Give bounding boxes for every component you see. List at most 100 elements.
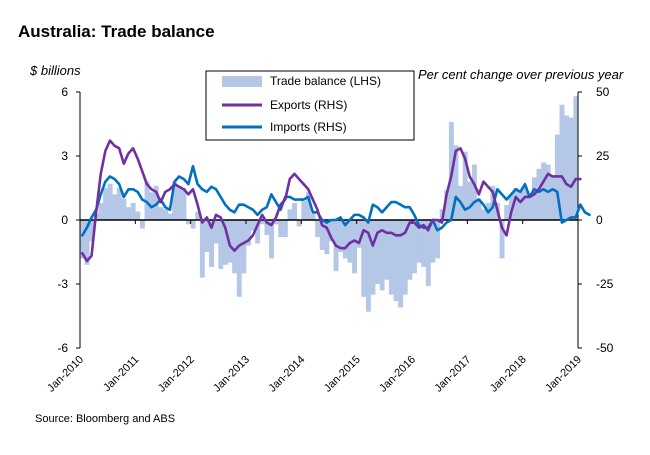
right-tick-label: 25 — [596, 149, 610, 163]
x-tick-label: Jan-2015 — [322, 354, 363, 395]
trade-balance-bar — [292, 202, 298, 220]
trade-balance-bar — [430, 220, 436, 263]
trade-balance-bar — [310, 213, 316, 220]
trade-balance-bar — [352, 220, 357, 274]
trade-balance-bar — [536, 168, 542, 220]
trade-balance-bar — [462, 151, 468, 220]
trade-balance-bar — [559, 104, 565, 220]
right-tick-label: -25 — [596, 277, 614, 291]
trade-balance-bar — [564, 115, 570, 220]
trade-balance-bar — [232, 220, 238, 274]
trade-balance-bar — [126, 207, 132, 220]
trade-balance-bar — [370, 220, 376, 295]
trade-balance-bar — [269, 220, 274, 259]
trade-balance-bar — [98, 202, 104, 220]
legend-label: Exports (RHS) — [270, 98, 347, 112]
trade-balance-bar — [116, 188, 122, 220]
trade-balance-bar — [259, 220, 265, 225]
trade-balance-bar — [499, 220, 505, 259]
trade-balance-bar — [531, 177, 537, 220]
trade-balance-bar — [338, 220, 344, 252]
trade-balance-bar — [324, 220, 330, 255]
trade-balance-bar — [296, 220, 302, 227]
legend: Trade balance (LHS) Exports (RHS) Imports … — [205, 70, 415, 141]
trade-balance-bars — [80, 96, 579, 312]
left-tick-label: -3 — [57, 277, 68, 291]
trade-balance-bar — [407, 220, 413, 280]
exports-line — [81, 139, 582, 263]
trade-balance-bar — [287, 209, 293, 220]
right-tick-label: 50 — [596, 85, 610, 99]
x-tick-label: Jan-2019 — [543, 354, 584, 395]
trade-balance-bar — [319, 220, 325, 250]
trade-balance-bar — [176, 185, 182, 220]
trade-balance-bar — [513, 188, 519, 220]
trade-balance-bar — [278, 220, 284, 238]
trade-balance-bar — [107, 183, 113, 220]
imports-line — [81, 164, 591, 237]
trade-balance-bar — [213, 220, 219, 244]
trade-balance-bar — [435, 220, 440, 259]
trade-balance-bar — [573, 96, 579, 220]
trade-balance-bar — [550, 175, 556, 220]
right-tick-label: -50 — [596, 341, 614, 355]
trade-balance-bar — [282, 220, 288, 238]
trade-balance-bar — [241, 220, 247, 274]
trade-balance-bar — [163, 209, 168, 220]
left-axis-label: $ billions — [30, 63, 81, 78]
trade-balance-bar — [384, 220, 390, 280]
left-tick-label: 6 — [61, 85, 68, 99]
trade-balance-bar — [379, 220, 385, 291]
trade-balance-bar — [347, 220, 353, 263]
trade-balance-bar — [250, 220, 256, 231]
trade-balance-bar — [204, 220, 210, 252]
trade-balance-bar — [471, 164, 477, 220]
trade-balance-bar — [218, 220, 224, 270]
trade-balance-bar — [305, 192, 311, 220]
right-axis-label: Per cent change over previous year — [418, 67, 624, 82]
trade-balance-bar — [209, 220, 215, 267]
trade-balance-bar — [222, 220, 228, 265]
x-tick-label: Jan-2018 — [488, 354, 529, 395]
trade-balance-bar — [255, 220, 261, 244]
trade-balance-bar — [481, 209, 487, 220]
x-tick-label: Jan-2011 — [101, 354, 141, 394]
trade-balance-bar — [84, 220, 90, 265]
trade-balance-bar — [416, 220, 422, 263]
trade-balance-bar — [425, 220, 431, 287]
trade-balance-bar — [236, 220, 242, 297]
trade-balance-bar — [375, 220, 381, 284]
trade-balance-bar — [467, 181, 473, 220]
trade-balance-bar — [315, 220, 321, 238]
legend-label: Imports (RHS) — [270, 120, 347, 134]
trade-balance-bar — [158, 207, 164, 220]
source-note: Source: Bloomberg and ABS — [35, 413, 176, 425]
x-tick-label: Jan-2013 — [211, 354, 252, 395]
series-lines — [81, 139, 591, 263]
trade-balance-bar — [273, 220, 279, 225]
x-tick-label: Jan-2010 — [45, 354, 86, 395]
trade-balance-bar — [172, 181, 178, 220]
trade-balance-bar — [361, 220, 367, 297]
trade-balance-bar — [186, 220, 191, 225]
trade-balance-bar — [476, 198, 482, 220]
trade-balance-bar — [167, 213, 173, 220]
trade-balance-bar — [453, 145, 459, 220]
trade-balance-bar — [504, 205, 510, 220]
trade-balance-bar — [121, 198, 127, 220]
left-tick-label: 0 — [61, 213, 68, 227]
trade-balance-bar — [365, 220, 371, 312]
x-tick-label: Jan-2012 — [156, 354, 197, 395]
trade-balance-bar — [103, 188, 108, 220]
trade-balance-bar — [402, 220, 408, 295]
chart-title: Australia: Trade balance — [18, 22, 215, 41]
trade-balance-bar — [412, 220, 417, 274]
trade-balance-bar — [541, 162, 547, 220]
left-tick-label: -6 — [57, 341, 68, 355]
trade-balance-bar — [135, 211, 141, 220]
trade-balance-bar — [89, 220, 95, 242]
trade-balance-bar — [195, 211, 201, 220]
trade-balance-bar — [246, 220, 251, 246]
x-tick-label: Jan-2016 — [377, 354, 418, 395]
